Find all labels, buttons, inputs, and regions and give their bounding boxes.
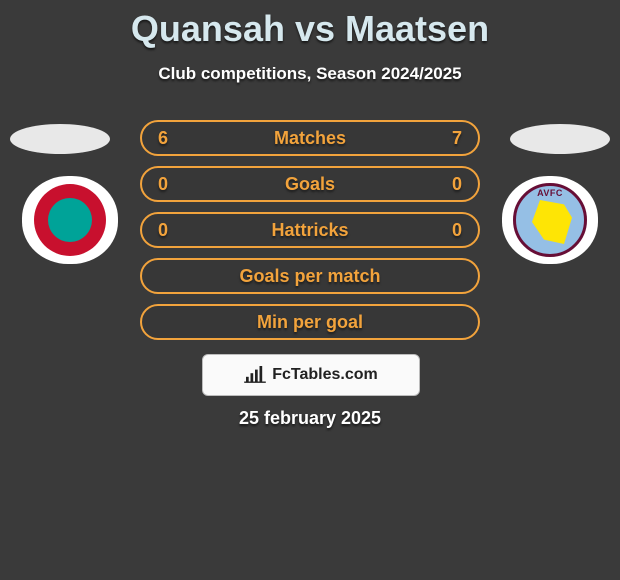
player-right-silhouette [510, 124, 610, 154]
stat-row-matches: 6 7 Matches [140, 120, 480, 156]
page-subtitle: Club competitions, Season 2024/2025 [0, 64, 620, 84]
stat-row-min-per-goal: Min per goal [140, 304, 480, 340]
attribution-text: FcTables.com [272, 366, 378, 384]
page-title: Quansah vs Maatsen [0, 0, 620, 50]
stat-right-value: 7 [450, 128, 464, 149]
aston-villa-crest-icon: AVFC [513, 183, 587, 257]
attribution-box: FcTables.com [202, 354, 420, 396]
stat-row-hattricks: 0 0 Hattricks [140, 212, 480, 248]
date-text: 25 february 2025 [0, 408, 620, 429]
bar-chart-icon [244, 366, 266, 384]
stat-row-goals: 0 0 Goals [140, 166, 480, 202]
stat-right-value: 0 [450, 174, 464, 195]
stat-left-value: 0 [156, 174, 170, 195]
club-badge-left [22, 176, 118, 264]
liverpool-crest-icon [34, 184, 106, 256]
player-left-silhouette [10, 124, 110, 154]
club-badge-right: AVFC [502, 176, 598, 264]
stats-table: 6 7 Matches 0 0 Goals 0 0 Hattricks Goal… [140, 120, 480, 350]
avfc-text: AVFC [516, 188, 584, 198]
stat-left-value: 0 [156, 220, 170, 241]
stat-row-goals-per-match: Goals per match [140, 258, 480, 294]
stat-right-value: 0 [450, 220, 464, 241]
lion-icon [532, 200, 572, 244]
stat-left-value: 6 [156, 128, 170, 149]
